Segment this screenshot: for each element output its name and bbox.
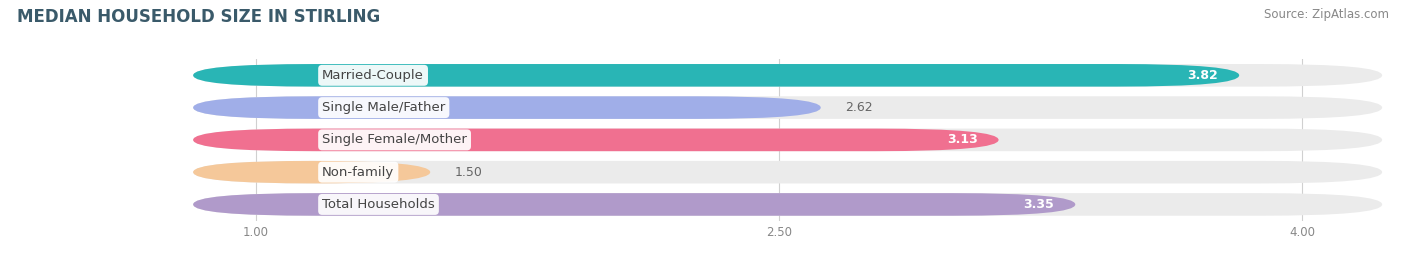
Text: MEDIAN HOUSEHOLD SIZE IN STIRLING: MEDIAN HOUSEHOLD SIZE IN STIRLING xyxy=(17,8,380,26)
Text: 3.13: 3.13 xyxy=(946,133,977,146)
FancyBboxPatch shape xyxy=(193,129,1382,151)
FancyBboxPatch shape xyxy=(193,96,821,119)
FancyBboxPatch shape xyxy=(193,129,998,151)
FancyBboxPatch shape xyxy=(193,96,1382,119)
Text: 3.82: 3.82 xyxy=(1188,69,1218,82)
Text: 3.35: 3.35 xyxy=(1024,198,1054,211)
Text: Non-family: Non-family xyxy=(322,166,395,179)
FancyBboxPatch shape xyxy=(193,161,430,183)
Text: Single Female/Mother: Single Female/Mother xyxy=(322,133,467,146)
Text: Total Households: Total Households xyxy=(322,198,434,211)
Text: Source: ZipAtlas.com: Source: ZipAtlas.com xyxy=(1264,8,1389,21)
FancyBboxPatch shape xyxy=(193,64,1239,87)
FancyBboxPatch shape xyxy=(193,193,1382,216)
Text: 1.50: 1.50 xyxy=(454,166,482,179)
Text: 2.62: 2.62 xyxy=(845,101,873,114)
FancyBboxPatch shape xyxy=(193,193,1076,216)
Text: Married-Couple: Married-Couple xyxy=(322,69,425,82)
Text: Single Male/Father: Single Male/Father xyxy=(322,101,446,114)
FancyBboxPatch shape xyxy=(193,161,1382,183)
FancyBboxPatch shape xyxy=(193,64,1382,87)
